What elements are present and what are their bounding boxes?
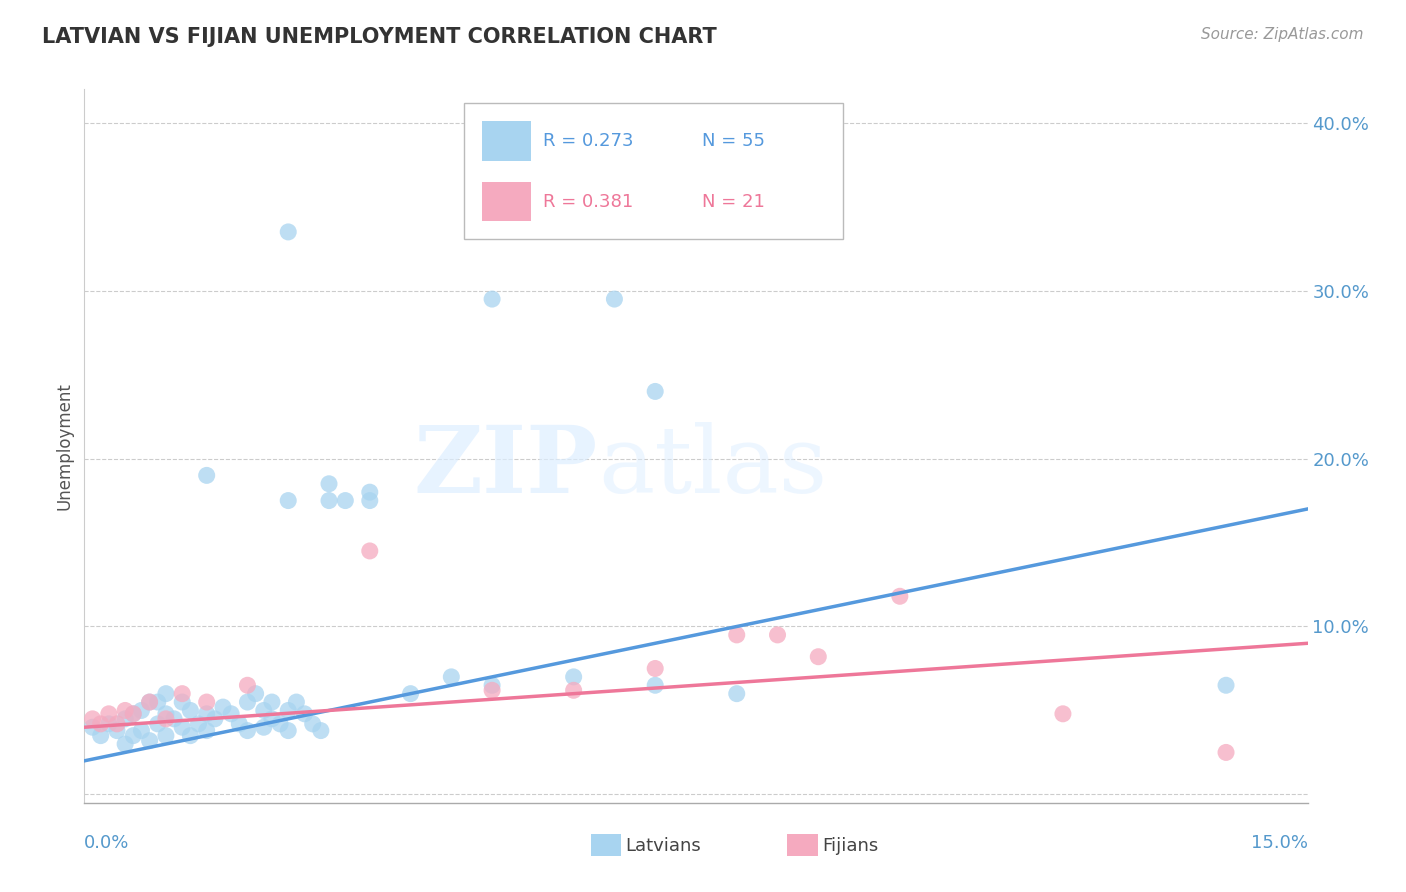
Point <box>644 661 666 675</box>
Point <box>131 723 153 738</box>
Point <box>187 717 209 731</box>
Point <box>105 723 128 738</box>
Point <box>97 706 120 721</box>
Point <box>122 706 145 721</box>
Point <box>1215 678 1237 692</box>
Point <box>725 687 748 701</box>
Point <box>603 292 626 306</box>
Point <box>195 468 218 483</box>
Point <box>285 695 308 709</box>
Point <box>260 695 283 709</box>
Text: ZIP: ZIP <box>413 423 598 512</box>
Point <box>481 292 503 306</box>
Point <box>277 493 299 508</box>
Point <box>253 720 276 734</box>
Point <box>277 225 299 239</box>
Point <box>335 493 357 508</box>
Point <box>1215 746 1237 760</box>
Point <box>253 703 276 717</box>
Point <box>155 687 177 701</box>
Point <box>318 493 340 508</box>
Point <box>122 729 145 743</box>
Text: atlas: atlas <box>598 423 827 512</box>
Point <box>236 695 259 709</box>
Point <box>269 717 291 731</box>
Point <box>82 712 104 726</box>
Point <box>195 695 218 709</box>
Text: 0.0%: 0.0% <box>84 834 129 852</box>
Point <box>105 717 128 731</box>
Point <box>172 695 194 709</box>
Text: N = 55: N = 55 <box>702 132 765 150</box>
Point <box>725 628 748 642</box>
Point <box>219 706 242 721</box>
Point <box>131 703 153 717</box>
Point <box>236 678 259 692</box>
Point <box>212 700 235 714</box>
Point <box>245 687 267 701</box>
Point <box>146 695 169 709</box>
Point <box>294 706 316 721</box>
Point <box>90 717 112 731</box>
Point <box>644 384 666 399</box>
Point <box>114 737 136 751</box>
Point <box>195 723 218 738</box>
Point <box>179 729 201 743</box>
Point <box>172 720 194 734</box>
Point <box>204 712 226 726</box>
Point <box>163 712 186 726</box>
Point <box>90 729 112 743</box>
Text: Source: ZipAtlas.com: Source: ZipAtlas.com <box>1201 27 1364 42</box>
Point <box>260 712 283 726</box>
Point <box>562 683 585 698</box>
Text: N = 21: N = 21 <box>702 193 765 211</box>
Point <box>138 733 160 747</box>
Point <box>889 589 911 603</box>
Text: Fijians: Fijians <box>823 837 879 855</box>
Bar <box>482 121 531 161</box>
Point <box>236 723 259 738</box>
Text: Latvians: Latvians <box>626 837 702 855</box>
Point <box>359 485 381 500</box>
Point <box>277 703 299 717</box>
Text: 15.0%: 15.0% <box>1250 834 1308 852</box>
Point <box>277 723 299 738</box>
Point <box>114 703 136 717</box>
Point <box>228 717 250 731</box>
Text: R = 0.381: R = 0.381 <box>543 193 633 211</box>
Point <box>644 678 666 692</box>
Point <box>155 729 177 743</box>
Point <box>179 703 201 717</box>
Point <box>195 706 218 721</box>
Point <box>122 706 145 721</box>
Point <box>114 712 136 726</box>
Bar <box>482 182 531 221</box>
Point <box>481 678 503 692</box>
Point <box>82 720 104 734</box>
Text: LATVIAN VS FIJIAN UNEMPLOYMENT CORRELATION CHART: LATVIAN VS FIJIAN UNEMPLOYMENT CORRELATI… <box>42 27 717 46</box>
Point <box>138 695 160 709</box>
Point <box>359 544 381 558</box>
Point <box>309 723 332 738</box>
Point <box>1052 706 1074 721</box>
Y-axis label: Unemployment: Unemployment <box>55 382 73 510</box>
Point <box>146 717 169 731</box>
Point <box>318 476 340 491</box>
Point <box>440 670 463 684</box>
Point <box>562 670 585 684</box>
FancyBboxPatch shape <box>464 103 842 239</box>
Point <box>807 649 830 664</box>
Point <box>155 706 177 721</box>
Point <box>766 628 789 642</box>
Point <box>359 493 381 508</box>
Point <box>399 687 422 701</box>
Text: R = 0.273: R = 0.273 <box>543 132 634 150</box>
Point <box>172 687 194 701</box>
Point <box>97 717 120 731</box>
Point <box>481 683 503 698</box>
Point <box>138 695 160 709</box>
Point <box>155 712 177 726</box>
Point <box>301 717 323 731</box>
